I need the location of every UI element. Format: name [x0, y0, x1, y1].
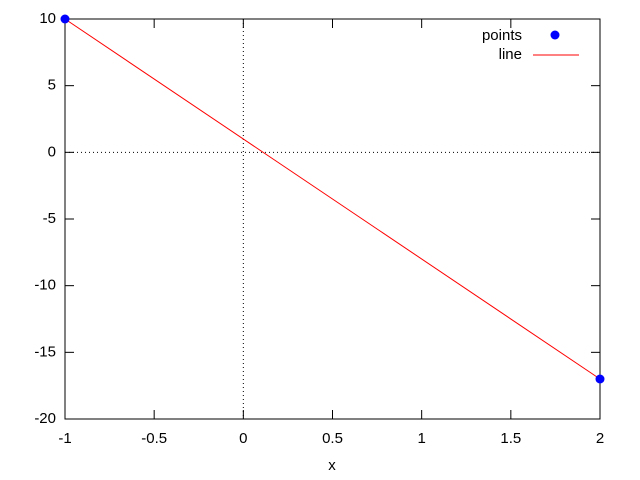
y-tick-label: 10	[39, 10, 56, 27]
y-tick-label: -20	[34, 410, 56, 427]
legend-label: points	[482, 27, 522, 44]
y-tick-label: -5	[43, 210, 56, 227]
legend-label: line	[499, 46, 522, 63]
x-tick-label: 0.5	[322, 430, 343, 447]
data-point	[595, 374, 605, 384]
x-tick-label: 1	[417, 430, 425, 447]
plot-frame	[64, 18, 601, 420]
y-tick-label: 0	[48, 143, 56, 160]
x-axis-label: x	[328, 457, 336, 474]
y-tick-label: -15	[34, 343, 56, 360]
data-point	[60, 14, 70, 24]
x-tick-label: -1	[58, 430, 71, 447]
x-tick-label: -0.5	[141, 430, 167, 447]
legend-symbol	[550, 30, 560, 40]
y-tick-label: 5	[48, 77, 56, 94]
x-tick-label: 0	[239, 430, 247, 447]
y-tick-label: -10	[34, 277, 56, 294]
x-tick-label: 1.5	[500, 430, 521, 447]
data-line	[64, 18, 601, 380]
x-tick-label: 2	[596, 430, 604, 447]
